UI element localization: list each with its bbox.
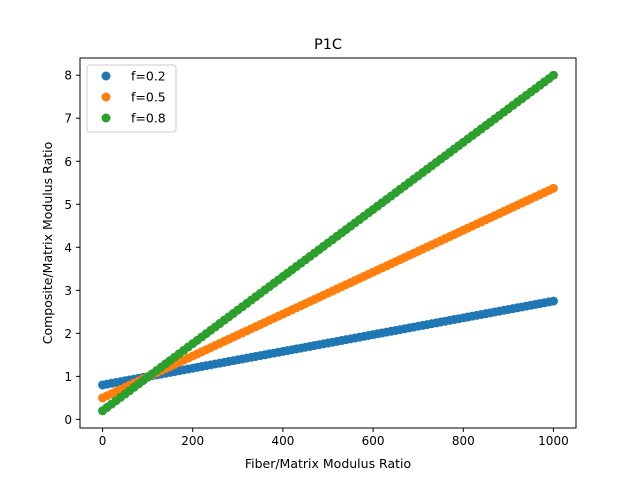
x-axis: 0 200 400 600 800 1000	[99, 428, 569, 448]
y-tick-label: 0	[64, 413, 72, 427]
y-tick-label: 7	[64, 112, 72, 126]
x-tick-label: 200	[181, 434, 204, 448]
y-tick-label: 5	[64, 198, 72, 212]
x-tick-label: 800	[452, 434, 475, 448]
legend-label: f=0.2	[131, 69, 166, 84]
data-point	[548, 183, 558, 193]
x-axis-label: Fiber/Matrix Modulus Ratio	[245, 456, 411, 471]
legend-marker	[101, 92, 111, 102]
y-tick-label: 1	[64, 370, 72, 384]
x-tick-label: 600	[362, 434, 385, 448]
legend-marker	[101, 113, 111, 123]
y-axis: 0 1 2 3 4 5 6 7 8	[64, 69, 80, 427]
plot-marks	[98, 70, 558, 416]
x-tick-label: 400	[271, 434, 294, 448]
legend-label: f=0.8	[131, 111, 166, 126]
legend-marker	[101, 71, 111, 81]
legend-label: f=0.5	[131, 90, 166, 105]
x-tick-label: 0	[99, 434, 107, 448]
data-point	[548, 296, 558, 306]
series-f=0.8	[98, 70, 558, 416]
y-tick-label: 2	[64, 327, 72, 341]
x-tick-label: 1000	[538, 434, 569, 448]
plot-frame	[79, 57, 577, 429]
y-tick-label: 4	[64, 241, 72, 255]
data-point	[548, 70, 558, 80]
y-tick-label: 8	[64, 69, 72, 83]
y-axis-label: Composite/Matrix Modulus Ratio	[40, 142, 55, 345]
legend: f=0.2 f=0.5 f=0.8	[86, 64, 177, 133]
y-tick-label: 3	[64, 284, 72, 298]
y-tick-label: 6	[64, 155, 72, 169]
chart-title: P1C	[314, 37, 342, 53]
